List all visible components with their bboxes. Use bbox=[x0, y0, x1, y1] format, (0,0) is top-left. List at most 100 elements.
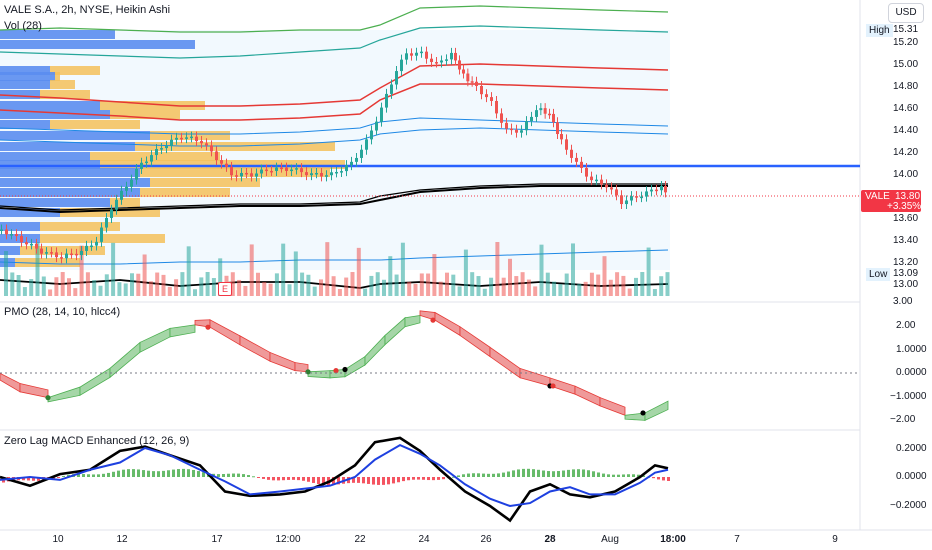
macd-histogram-bar bbox=[637, 474, 640, 477]
volume-profile-sell-row bbox=[140, 188, 230, 197]
pmo-cloud-segment bbox=[19, 382, 49, 399]
volume-bar bbox=[54, 277, 59, 296]
volume-profile-buy-row bbox=[0, 72, 55, 81]
macd-histogram-bar bbox=[377, 477, 380, 485]
macd-histogram-bar bbox=[137, 469, 140, 477]
macd-histogram-bar bbox=[612, 474, 615, 477]
macd-histogram-bar bbox=[662, 477, 665, 481]
macd-histogram-bar bbox=[587, 470, 590, 477]
volume-bar bbox=[211, 278, 216, 296]
candle-body bbox=[245, 172, 248, 175]
volume-bar bbox=[325, 242, 330, 296]
macd-histogram-bar bbox=[297, 477, 300, 481]
candle-body bbox=[530, 116, 533, 122]
macd-histogram-bar bbox=[417, 477, 420, 480]
volume-profile-buy-row bbox=[0, 198, 110, 207]
macd-legend[interactable]: Zero Lag MACD Enhanced (12, 26, 9) bbox=[4, 435, 190, 447]
macd-histogram-bar bbox=[172, 469, 175, 477]
volume-bar bbox=[142, 254, 147, 296]
price-tick: 15.20 bbox=[893, 37, 919, 48]
currency-button[interactable]: USD bbox=[888, 3, 924, 23]
candle-body bbox=[310, 173, 313, 176]
macd-histogram-bar bbox=[202, 472, 205, 477]
macd-histogram-bar bbox=[427, 477, 430, 481]
pmo-indicator bbox=[0, 310, 669, 421]
volume-bar bbox=[514, 276, 519, 296]
pmo-legend[interactable]: PMO (28, 14, 10, hlcc4) bbox=[4, 306, 121, 318]
macd-histogram-bar bbox=[307, 477, 310, 482]
candle-body bbox=[295, 168, 298, 170]
candle-body bbox=[600, 179, 603, 185]
macd-histogram-bar bbox=[617, 474, 620, 477]
symbol-title[interactable]: VALE S.A., 2h, NYSE, Heikin Ashi bbox=[4, 4, 171, 16]
volume-profile-sell-row bbox=[50, 66, 100, 75]
candle-body bbox=[125, 186, 128, 191]
volume-bar bbox=[501, 277, 506, 296]
pmo-cloud-segment bbox=[599, 396, 626, 416]
time-tick: 10 bbox=[52, 534, 64, 545]
macd-histogram-bar bbox=[562, 470, 565, 477]
resistance-band-upper bbox=[0, 63, 669, 107]
volume-profile-buy-row bbox=[0, 40, 195, 49]
macd-histogram-bar bbox=[117, 470, 120, 477]
earnings-badge[interactable]: E bbox=[218, 282, 232, 296]
volume-profile-sell-row bbox=[110, 198, 140, 207]
volume-profile-sell-row bbox=[150, 131, 230, 140]
volume-bar bbox=[356, 247, 361, 296]
macd-histogram-bar bbox=[157, 471, 160, 477]
candle-body bbox=[660, 186, 663, 191]
pmo-cloud-segment bbox=[0, 372, 21, 393]
macd-histogram-bar bbox=[482, 473, 485, 477]
low-marker: Low bbox=[866, 268, 891, 281]
price-tick: 14.00 bbox=[893, 169, 919, 180]
macd-histogram-bar bbox=[257, 477, 260, 478]
volume-profile-sell-row bbox=[100, 160, 345, 169]
volume-bar bbox=[621, 275, 626, 296]
price-tick: 15.00 bbox=[893, 59, 919, 70]
macd-line bbox=[0, 436, 669, 523]
candle-body bbox=[466, 73, 470, 82]
candle-body bbox=[400, 59, 403, 72]
macd-histogram-bar bbox=[467, 473, 470, 477]
volume-bar bbox=[445, 272, 449, 296]
volume-bar bbox=[148, 281, 153, 296]
candle-body bbox=[50, 252, 53, 254]
macd-histogram-bar bbox=[67, 474, 70, 477]
volume-profile-buy-row bbox=[0, 90, 40, 99]
macd-histogram-bar bbox=[537, 469, 540, 477]
candle-body bbox=[590, 176, 593, 181]
price-tick: 3.00 bbox=[893, 296, 913, 307]
macd-histogram-bar bbox=[622, 474, 625, 477]
volume-bar bbox=[344, 277, 349, 296]
macd-histogram-bar bbox=[162, 470, 165, 477]
macd-histogram-bar bbox=[142, 470, 145, 477]
volume-bar bbox=[300, 272, 305, 296]
macd-histogram-bar bbox=[57, 477, 60, 478]
time-tick: 28 bbox=[544, 534, 556, 545]
macd-histogram-bar bbox=[367, 477, 370, 484]
pmo-cloud-segment bbox=[344, 355, 366, 378]
price-tag-value: 13.80 bbox=[895, 191, 921, 202]
candle-body bbox=[552, 113, 555, 123]
volume-bar bbox=[41, 276, 46, 296]
candle-body bbox=[325, 175, 328, 177]
volume-bar bbox=[218, 258, 223, 296]
pmo-tick: 0.0000 bbox=[896, 367, 927, 378]
macd-histogram-bar bbox=[552, 471, 555, 477]
volume-legend[interactable]: Vol (28) bbox=[4, 20, 42, 32]
macd-histogram-bar bbox=[567, 469, 570, 477]
volume-bar bbox=[438, 281, 443, 296]
candle-body bbox=[220, 160, 223, 164]
volume-profile-buy-row bbox=[0, 131, 150, 140]
macd-histogram-bar bbox=[577, 469, 580, 477]
pmo-cloud-segment bbox=[294, 362, 309, 373]
volume-profile-sell-row bbox=[40, 222, 120, 231]
macd-histogram-bar bbox=[242, 474, 245, 477]
macd-histogram-bar bbox=[462, 474, 465, 477]
candle-body bbox=[470, 81, 474, 83]
candle-body bbox=[505, 122, 508, 129]
time-tick: 22 bbox=[354, 534, 366, 545]
candle-body bbox=[25, 242, 28, 245]
candle-body bbox=[230, 166, 233, 176]
